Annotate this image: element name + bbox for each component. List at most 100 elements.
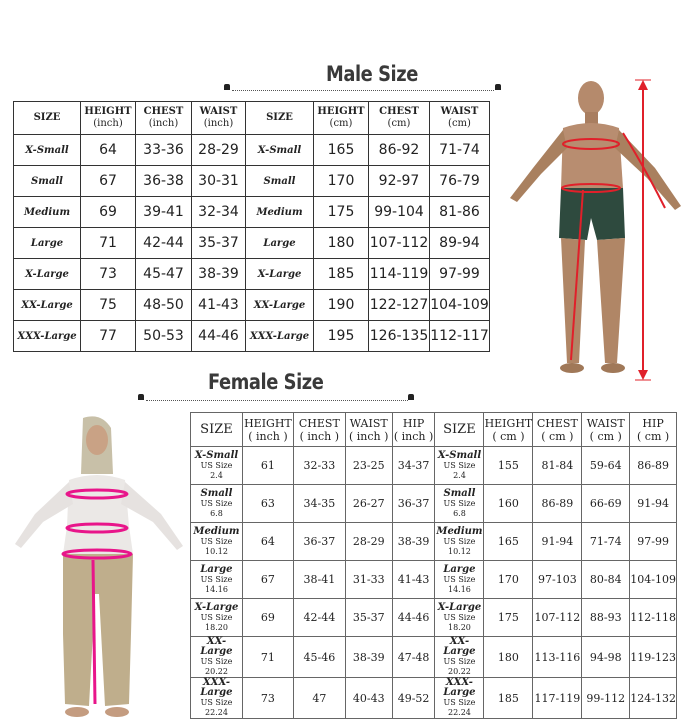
column-header: HIP( inch ) bbox=[391, 412, 436, 447]
value-cell: 71 bbox=[241, 636, 294, 678]
size-cell: XXX-Large US Size 22.24 bbox=[434, 677, 485, 719]
header-label: WAIST bbox=[586, 416, 625, 430]
us-size-label: US Size bbox=[200, 657, 233, 666]
value-cell: 39-41 bbox=[135, 196, 192, 228]
us-size-value: 18.20 bbox=[205, 622, 228, 632]
value-cell: 28-29 bbox=[191, 134, 246, 166]
value-cell: 48-50 bbox=[135, 289, 192, 321]
table-row: Medium 69 39-41 32-34 Medium 175 99-104 81-86 bbox=[13, 196, 490, 228]
column-header: HEIGHT (cm) bbox=[313, 101, 369, 135]
value-cell: 73 bbox=[80, 258, 136, 290]
value-cell: 32-34 bbox=[191, 196, 246, 228]
size-cell: X-Large bbox=[13, 258, 81, 290]
size-name: Small bbox=[443, 487, 476, 499]
size-cell: Large bbox=[13, 227, 81, 259]
value-cell: 89-94 bbox=[429, 227, 490, 259]
value-cell: 81-84 bbox=[532, 446, 583, 485]
value-cell: 86-92 bbox=[368, 134, 430, 166]
us-size-label: US Size bbox=[443, 574, 476, 584]
value-cell: 66-69 bbox=[581, 484, 631, 523]
value-cell: 97-103 bbox=[532, 560, 583, 599]
size-cell: XX-Large US Size 20.22 bbox=[434, 636, 485, 678]
us-size-label: US Size bbox=[443, 612, 476, 622]
us-size-value: 22.24 bbox=[205, 708, 228, 717]
value-cell: 30-31 bbox=[191, 165, 246, 197]
value-cell: 36-37 bbox=[292, 522, 346, 561]
us-size-value: 18.20 bbox=[447, 622, 471, 632]
value-cell: 76-79 bbox=[429, 165, 490, 197]
table-row: X-Large US Size 18.20 69 42-44 35-37 44-46 X-La… bbox=[190, 598, 677, 637]
value-cell: 91-94 bbox=[629, 484, 677, 523]
value-cell: 32-33 bbox=[292, 446, 346, 485]
size-name: XXX-Large bbox=[443, 677, 476, 698]
size-cell: XX-Large bbox=[245, 289, 314, 321]
us-size-label: US Size bbox=[200, 574, 233, 584]
size-name: XX-Large bbox=[200, 636, 233, 657]
us-size-value: 6.8 bbox=[210, 508, 223, 518]
column-header: SIZE bbox=[190, 412, 243, 447]
us-size-value: 10.12 bbox=[447, 546, 471, 556]
value-cell: 38-41 bbox=[292, 560, 346, 599]
value-cell: 160 bbox=[483, 484, 534, 523]
size-cell: X-Small US Size 2.4 bbox=[190, 446, 243, 485]
title-rule-cap bbox=[138, 394, 144, 400]
size-name: XX-Large bbox=[443, 636, 476, 657]
header-unit: ( cm ) bbox=[541, 429, 574, 443]
size-cell: XX-Large US Size 20.22 bbox=[190, 636, 243, 678]
us-size-label: US Size bbox=[200, 498, 233, 508]
column-header: HIP( cm ) bbox=[629, 412, 677, 447]
header-label: WAIST bbox=[199, 106, 238, 117]
us-size-value: 22.24 bbox=[447, 708, 471, 717]
us-size-value: 20.22 bbox=[447, 667, 471, 676]
size-cell: Small US Size 6.8 bbox=[190, 484, 243, 523]
us-size-label: US Size bbox=[200, 460, 233, 470]
table-row: Small 67 36-38 30-31 Small 170 92-97 76-79 bbox=[13, 165, 490, 197]
header-unit: (inch) bbox=[203, 118, 234, 129]
value-cell: 107-112 bbox=[368, 227, 430, 259]
value-cell: 41-43 bbox=[391, 560, 436, 599]
header-label: HEIGHT bbox=[84, 106, 132, 117]
header-label: CHEST bbox=[298, 416, 340, 430]
value-cell: 34-37 bbox=[391, 446, 436, 485]
column-header: CHEST( cm ) bbox=[532, 412, 583, 447]
value-cell: 117-119 bbox=[532, 677, 583, 719]
header-row: SIZE HEIGHT (inch) CHEST (inch) WAIST (inch) SI… bbox=[13, 101, 490, 135]
size-cell: X-Large US Size 18.20 bbox=[190, 598, 243, 637]
value-cell: 91-94 bbox=[532, 522, 583, 561]
header-label: SIZE bbox=[200, 422, 233, 437]
value-cell: 34-35 bbox=[292, 484, 346, 523]
header-unit: ( cm ) bbox=[589, 429, 622, 443]
column-header: CHEST( inch ) bbox=[292, 412, 346, 447]
value-cell: 44-46 bbox=[191, 320, 246, 352]
value-cell: 99-104 bbox=[368, 196, 430, 228]
header-label: HEIGHT bbox=[244, 416, 292, 430]
value-cell: 69 bbox=[241, 598, 294, 637]
value-cell: 94-98 bbox=[581, 636, 631, 678]
size-name: Large bbox=[200, 563, 233, 575]
size-name: XXX-Large bbox=[200, 677, 233, 698]
value-cell: 112-117 bbox=[429, 320, 490, 352]
value-cell: 170 bbox=[483, 560, 534, 599]
value-cell: 47 bbox=[292, 677, 346, 719]
header-row: SIZE HEIGHT( inch ) CHEST( inch ) WAIST( in… bbox=[190, 412, 677, 447]
value-cell: 185 bbox=[483, 677, 534, 719]
header-unit: ( inch ) bbox=[349, 429, 389, 443]
header-label: HEIGHT bbox=[484, 416, 533, 430]
us-size-value: 14.16 bbox=[447, 584, 471, 594]
value-cell: 107-112 bbox=[532, 598, 583, 637]
table-row: Large US Size 14.16 67 38-41 31-33 41-43 Large U… bbox=[190, 560, 677, 599]
value-cell: 50-53 bbox=[135, 320, 192, 352]
us-size-label: US Size bbox=[200, 698, 233, 707]
value-cell: 63 bbox=[241, 484, 294, 523]
value-cell: 104-109 bbox=[429, 289, 490, 321]
header-label: WAIST bbox=[440, 106, 479, 117]
value-cell: 77 bbox=[80, 320, 136, 352]
size-name: Large bbox=[443, 563, 476, 575]
value-cell: 113-116 bbox=[532, 636, 583, 678]
male-model-figure bbox=[510, 79, 681, 381]
column-header: SIZE bbox=[13, 101, 81, 135]
value-cell: 45-46 bbox=[292, 636, 346, 678]
column-header: HEIGHT( cm ) bbox=[483, 412, 534, 447]
us-size-value: 6.8 bbox=[453, 508, 466, 518]
us-size-label: US Size bbox=[443, 498, 476, 508]
